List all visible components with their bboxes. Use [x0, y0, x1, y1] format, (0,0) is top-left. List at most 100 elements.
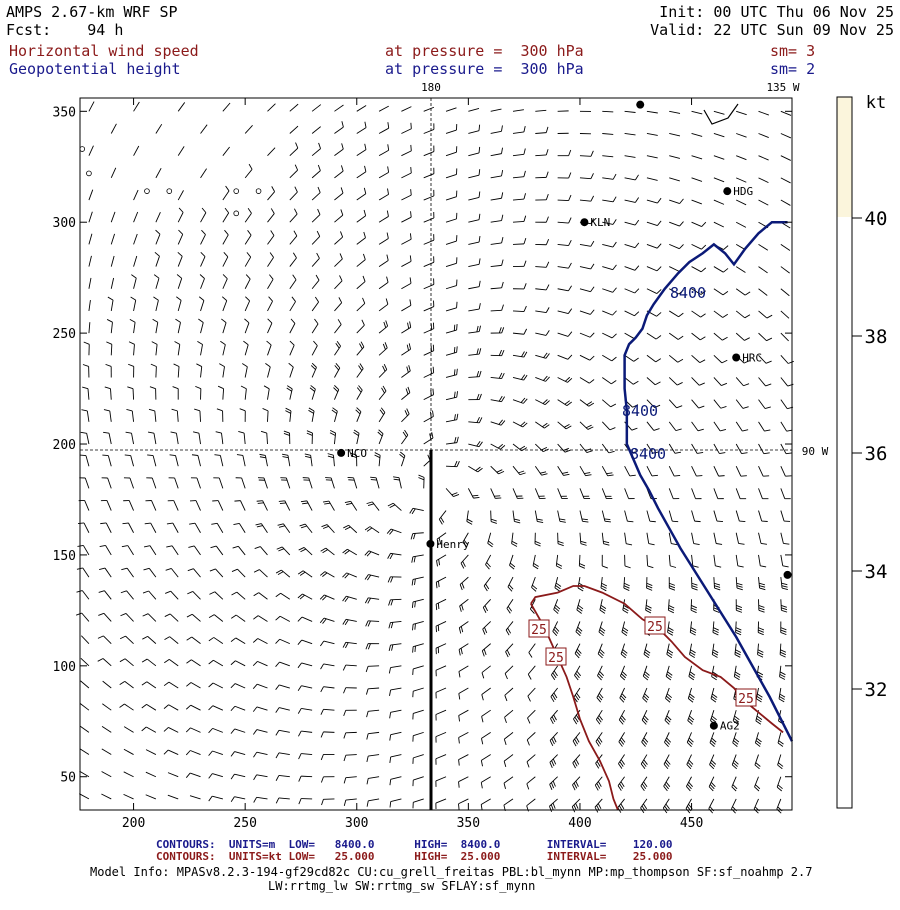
wind-barb: [580, 511, 582, 522]
wind-barb: [307, 501, 312, 511]
wind-barb-flag: [537, 519, 543, 520]
wind-barb-flag: [299, 547, 304, 550]
wind-barb: [736, 377, 743, 385]
wind-barb: [692, 377, 700, 385]
wind-barb-flag: [591, 151, 593, 156]
wind-barb-flag: [278, 524, 284, 526]
wind-barb-flag: [765, 407, 771, 409]
wind-barb-flag: [100, 523, 106, 524]
wind-barb-flag: [103, 432, 109, 433]
wind-barb: [535, 488, 539, 498]
wind-barb-flag: [221, 319, 226, 323]
wind-barb: [156, 322, 158, 333]
wind-barb-flag: [388, 553, 391, 558]
wind-barb: [625, 333, 635, 338]
wind-barb-flag: [433, 389, 434, 395]
wind-barb-flag: [198, 319, 203, 322]
wind-barb-flag: [411, 534, 413, 540]
wind-barb-flag: [294, 231, 297, 236]
wind-barb: [267, 192, 274, 200]
wind-barb-flag: [268, 319, 272, 323]
wind-barb: [333, 455, 334, 466]
wind-barb: [201, 344, 203, 355]
wind-barb-flag: [553, 759, 555, 764]
wind-barb-flag: [738, 566, 744, 567]
wind-barb: [460, 577, 468, 584]
wind-barb-flag: [413, 647, 414, 653]
wind-barb: [558, 311, 569, 314]
wind-barb: [129, 500, 133, 510]
wind-barb-flag: [346, 503, 352, 504]
wind-barb-flag: [387, 277, 389, 283]
wind-barb: [736, 488, 740, 498]
wind-barb: [279, 708, 290, 711]
wind-barb: [558, 466, 564, 475]
wind-barb-flag: [280, 503, 286, 504]
wind-barb: [625, 178, 636, 180]
colorbar-tick-label: 40: [865, 208, 888, 230]
wind-barb-flag: [344, 800, 346, 806]
wind-barb-flag: [394, 479, 400, 480]
wind-barb-flag: [186, 705, 190, 709]
wind-barb: [485, 555, 490, 565]
colorbar-unit: kt: [866, 93, 886, 113]
wind-barb-flag: [279, 501, 285, 502]
wind-barb-flag: [550, 762, 552, 767]
wind-barb-flag: [721, 383, 727, 385]
wind-barb: [401, 261, 411, 266]
wind-barb-flag: [501, 148, 502, 154]
wind-barb: [347, 549, 356, 555]
wind-barb-flag: [413, 624, 414, 630]
wind-barb: [482, 666, 491, 673]
wind-barb-flag: [255, 547, 261, 549]
wind-barb: [572, 799, 580, 807]
wind-barb-flag: [261, 431, 267, 433]
wind-barb-flag: [313, 341, 317, 346]
wind-barb: [346, 777, 357, 778]
wind-barb-flag: [291, 319, 295, 324]
wind-barb: [647, 355, 656, 362]
wind-barb: [535, 110, 546, 111]
wind-barb-flag: [479, 326, 480, 332]
wind-barb-flag: [781, 608, 787, 610]
wind-barb-flag: [364, 210, 366, 216]
wind-barb-flag: [460, 606, 462, 612]
wind-barb: [602, 311, 612, 315]
wind-barb-flag: [553, 803, 555, 809]
wind-barb: [781, 444, 786, 454]
wind-barb: [647, 244, 657, 248]
wind-barb-flag: [669, 608, 674, 611]
wind-barb: [580, 444, 587, 453]
wind-barb: [245, 257, 251, 267]
wind-barb: [468, 377, 479, 378]
wind-barb: [781, 111, 791, 115]
wind-barb-flag: [410, 277, 411, 283]
wind-barb-flag: [481, 804, 482, 810]
wind-barb-flag: [199, 297, 204, 301]
wind-barb: [357, 194, 366, 200]
wind-barb-flag: [679, 313, 684, 317]
wind-barb: [357, 347, 364, 355]
y-tick-label: 200: [53, 438, 76, 453]
wind-barb: [111, 212, 115, 222]
wind-barb-flag: [764, 430, 770, 431]
wind-barb: [201, 235, 206, 245]
wind-barb-flag: [724, 246, 729, 250]
wind-barb: [302, 594, 312, 599]
wind-barb-flag: [479, 348, 480, 354]
wind-barb: [156, 124, 162, 133]
wind-barb: [334, 324, 341, 333]
wind-barb-flag: [254, 775, 257, 780]
calm-marker: [234, 189, 239, 194]
wind-barb-flag: [604, 519, 610, 520]
wind-barb-flag: [461, 563, 464, 568]
wind-barb-flag: [674, 475, 680, 476]
wind-barb: [111, 168, 116, 178]
wind-barb-flag: [668, 630, 673, 633]
wind-barb-flag: [226, 186, 229, 191]
wind-barb: [714, 311, 723, 318]
wind-barb-flag: [696, 476, 702, 477]
wind-barb-flag: [736, 605, 742, 607]
wind-barb: [124, 749, 134, 754]
wind-barb-flag: [781, 628, 787, 630]
